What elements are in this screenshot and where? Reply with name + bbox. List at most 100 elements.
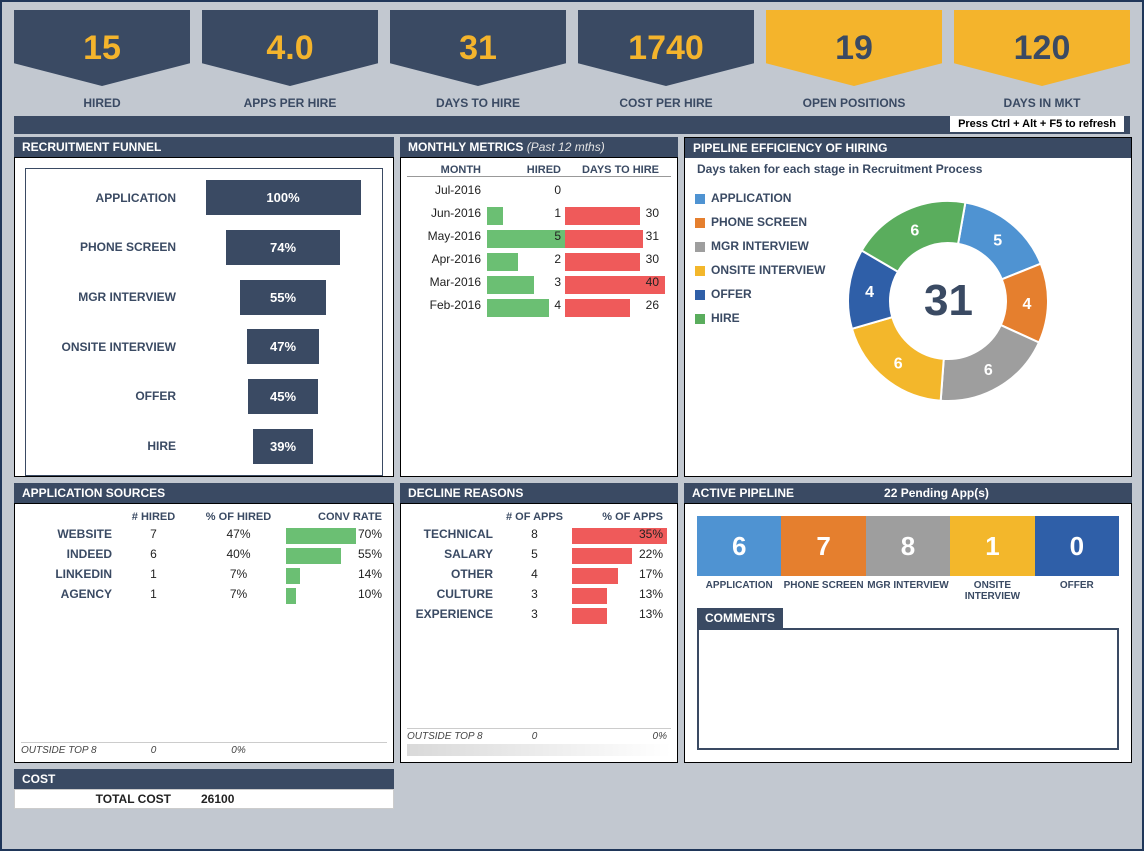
kpi-value: 4.0 — [266, 29, 313, 68]
kpi-label: DAYS IN MKT — [954, 96, 1130, 110]
funnel-stage: ONSITE INTERVIEW47% — [26, 329, 382, 364]
source-hired: 1 — [116, 586, 191, 602]
pipeline-box: 8 — [866, 516, 950, 576]
source-conv: 70% — [358, 527, 382, 541]
funnel-stage-bar: 100% — [206, 180, 361, 215]
kpi-label: APPS PER HIRE — [202, 96, 378, 110]
kpi-open-positions: 19OPEN POSITIONS — [766, 10, 942, 110]
source-hired-pct: 47% — [191, 526, 286, 542]
source-hired: 7 — [116, 526, 191, 542]
monthly-days: 40 — [646, 275, 659, 289]
monthly-month: Jun-2016 — [407, 206, 487, 220]
sources-panel: APPLICATION SOURCES # HIRED % OF HIRED C… — [14, 483, 394, 763]
legend-swatch — [695, 242, 705, 252]
kpi-value: 31 — [459, 29, 497, 68]
pipeline-box-label: PHONE SCREEN — [781, 580, 865, 602]
pipeline-box-label: OFFER — [1035, 580, 1119, 602]
comments-box[interactable] — [697, 628, 1119, 750]
col-conv: CONV RATE — [286, 510, 386, 524]
pipeline-box-label: MGR INTERVIEW — [866, 580, 950, 602]
section-divider: Press Ctrl + Alt + F5 to refresh — [14, 116, 1130, 134]
legend-item: APPLICATION — [695, 186, 825, 210]
monthly-row: Apr-2016 2 30 — [407, 249, 671, 269]
source-hired: 1 — [116, 566, 191, 582]
source-hired-pct: 7% — [191, 586, 286, 602]
col-napps: # OF APPS — [497, 510, 572, 524]
kpi-value: 15 — [83, 29, 121, 68]
decline-n: 5 — [497, 546, 572, 562]
kpi-banner: 31 — [390, 10, 566, 86]
decline-label: SALARY — [407, 546, 497, 562]
legend-item: HIRE — [695, 306, 825, 330]
monthly-days: 30 — [646, 206, 659, 220]
source-row: AGENCY 1 7% 10% — [21, 584, 387, 604]
funnel-stage-label: OFFER — [26, 389, 184, 403]
kpi-label: HIRED — [14, 96, 190, 110]
pipeline-box: 6 — [697, 516, 781, 576]
active-pipeline-title: ACTIVE PIPELINE22 Pending App(s) — [684, 483, 1132, 503]
funnel-stage-bar: 39% — [253, 429, 313, 464]
pipeline-title: PIPELINE EFFICIENCY OF HIRING — [685, 138, 1131, 158]
kpi-apps-per-hire: 4.0 APPS PER HIRE — [202, 10, 378, 110]
sources-title: APPLICATION SOURCES — [14, 483, 394, 503]
funnel-stage-label: MGR INTERVIEW — [26, 290, 184, 304]
kpi-banner: 120 — [954, 10, 1130, 86]
legend-item: OFFER — [695, 282, 825, 306]
decline-foot-label: OUTSIDE TOP 8 — [407, 731, 497, 742]
decline-n: 8 — [497, 526, 572, 542]
source-hired-pct: 40% — [191, 546, 286, 562]
funnel-panel: RECRUITMENT FUNNEL APPLICATION 100% PHONE … — [14, 137, 394, 477]
legend-swatch — [695, 314, 705, 324]
monthly-hired: 5 — [554, 229, 561, 243]
funnel-stage-bar: 45% — [248, 379, 318, 414]
monthly-month: May-2016 — [407, 229, 487, 243]
funnel-stage: HIRE 39% — [26, 429, 382, 464]
gradient-footer-bar — [407, 744, 671, 756]
funnel-stage-bar: 47% — [247, 329, 320, 364]
donut-segment-value: 5 — [994, 233, 1003, 250]
pipeline-subtitle: Days taken for each stage in Recruitment… — [697, 162, 1125, 176]
monthly-month: Jul-2016 — [407, 183, 487, 197]
decline-pct: 22% — [639, 547, 663, 561]
donut-center-value: 31 — [924, 276, 973, 326]
source-row: INDEED 6 40% 55% — [21, 544, 387, 564]
donut-segment-value: 6 — [984, 362, 993, 379]
kpi-label: COST PER HIRE — [578, 96, 754, 110]
col-pctapps: % OF APPS — [572, 510, 667, 524]
source-label: INDEED — [21, 546, 116, 562]
funnel-stage-bar: 74% — [226, 230, 341, 265]
monthly-days: 31 — [646, 229, 659, 243]
pipeline-box: 7 — [781, 516, 865, 576]
col-hired-pct: % OF HIRED — [191, 510, 286, 524]
source-conv: 14% — [358, 567, 382, 581]
col-hired-n: # HIRED — [116, 510, 191, 524]
source-label: WEBSITE — [21, 526, 116, 542]
kpi-value: 1740 — [628, 29, 704, 68]
funnel-stage-label: PHONE SCREEN — [26, 240, 184, 254]
decline-panel: DECLINE REASONS # OF APPS % OF APPS TECH… — [400, 483, 678, 763]
funnel-stage-label: HIRE — [26, 439, 184, 453]
funnel-stage-label: APPLICATION — [26, 191, 184, 205]
refresh-hint: Press Ctrl + Alt + F5 to refresh — [950, 116, 1124, 132]
kpi-row: 15HIRED4.0APPS PER HIRE31DAYS TO HIRE174… — [2, 2, 1142, 110]
source-conv: 55% — [358, 547, 382, 561]
monthly-row: May-2016 5 31 — [407, 226, 671, 246]
decline-label: CULTURE — [407, 586, 497, 602]
funnel-stage: OFFER 45% — [26, 379, 382, 414]
funnel-title: RECRUITMENT FUNNEL — [14, 137, 394, 157]
monthly-month: Feb-2016 — [407, 298, 487, 312]
donut-segment-value: 4 — [866, 284, 875, 301]
monthly-row: Jun-2016 1 30 — [407, 203, 671, 223]
monthly-days: 26 — [646, 298, 659, 312]
pipeline-box-label: ONSITE INTERVIEW — [950, 580, 1034, 602]
cost-panel: COST TOTAL COST 26100 — [14, 769, 394, 793]
kpi-banner: 1740 — [578, 10, 754, 86]
legend-swatch — [695, 290, 705, 300]
decline-label: EXPERIENCE — [407, 606, 497, 622]
kpi-value: 19 — [835, 29, 873, 68]
source-hired-pct: 7% — [191, 566, 286, 582]
legend-item: MGR INTERVIEW — [695, 234, 825, 258]
monthly-metrics-panel: MONTHLY METRICS (Past 12 mths) MONTH HIR… — [400, 137, 678, 477]
legend-item: PHONE SCREEN — [695, 210, 825, 234]
active-pipeline-panel: ACTIVE PIPELINE22 Pending App(s) 67810 A… — [684, 483, 1132, 763]
